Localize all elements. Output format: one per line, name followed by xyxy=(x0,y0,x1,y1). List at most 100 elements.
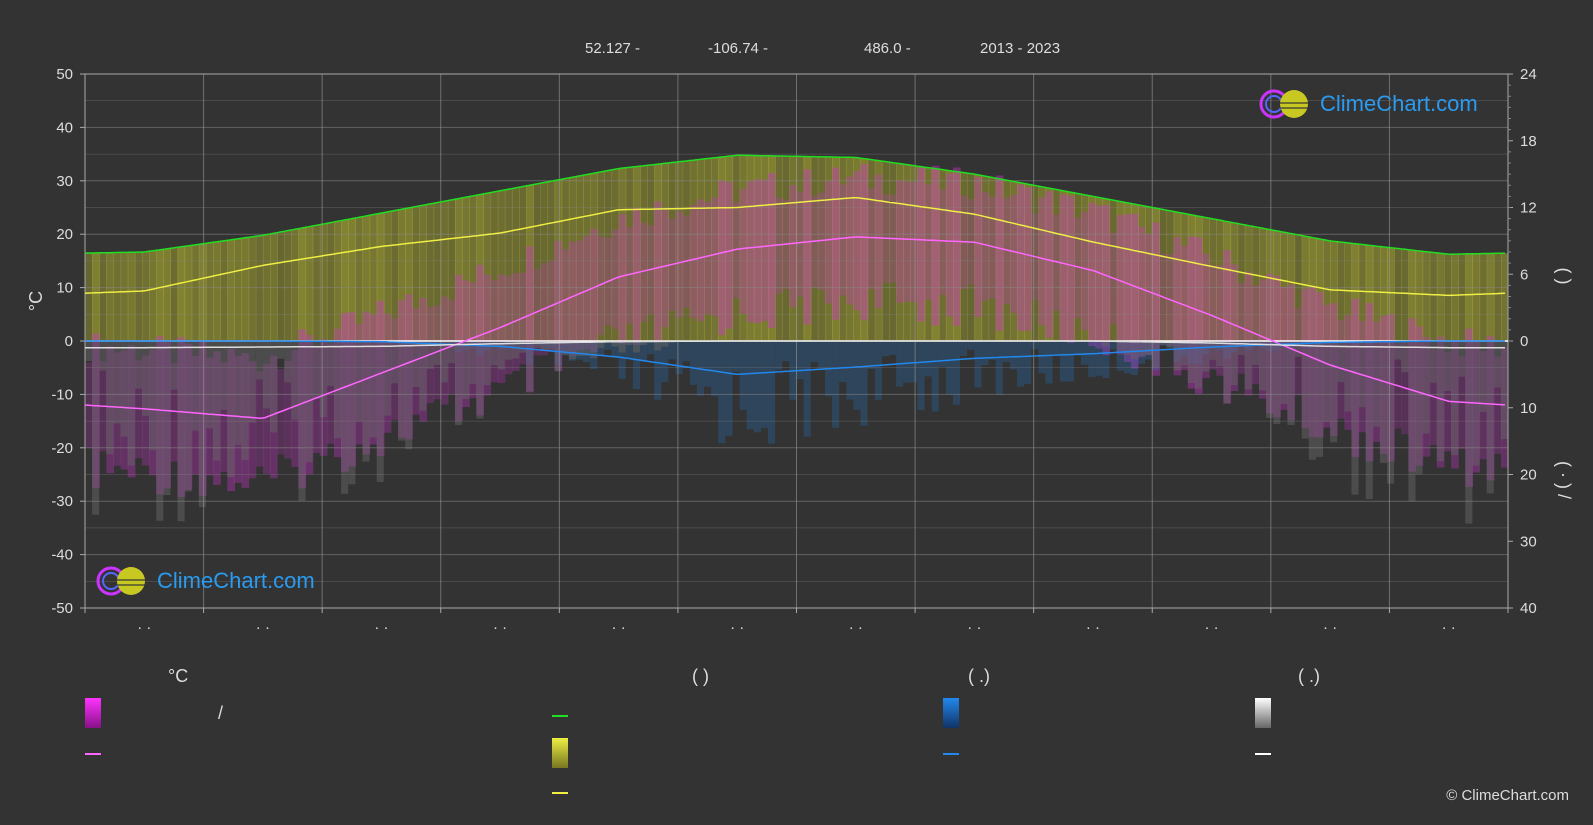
snow-band xyxy=(1294,341,1302,357)
sunshine-band xyxy=(561,178,570,341)
rain-band xyxy=(938,341,946,367)
x-tick-label: · · xyxy=(1086,619,1100,630)
snow-band xyxy=(1237,341,1245,355)
sunshine-band xyxy=(1038,186,1047,341)
snow-band xyxy=(1159,341,1167,345)
rain-band xyxy=(704,341,712,387)
snow-band xyxy=(554,341,562,372)
sunshine-band xyxy=(326,222,335,341)
temperature-band xyxy=(490,280,499,383)
sunshine-band xyxy=(1123,202,1132,341)
temperature-band xyxy=(775,197,783,294)
temperature-band xyxy=(896,180,904,303)
sunshine-band xyxy=(298,228,307,341)
snow-band xyxy=(113,341,121,424)
snow-band xyxy=(1401,341,1409,373)
sunshine-band xyxy=(1251,226,1260,341)
rain-band xyxy=(960,341,968,356)
sunshine-band xyxy=(1486,253,1495,341)
sunshine-band xyxy=(1024,184,1032,341)
snow-band xyxy=(1500,341,1508,439)
sunshine-band xyxy=(248,236,257,341)
snow-band xyxy=(1102,341,1110,347)
snow-band xyxy=(1123,341,1131,355)
y-tick-label-right-sun: 24 xyxy=(1520,66,1537,83)
legend-rain-avg-swatch xyxy=(943,753,959,755)
temperature-band xyxy=(853,171,862,311)
sunshine-band xyxy=(99,252,107,341)
y-tick-label-right-precip: 30 xyxy=(1520,533,1537,550)
climechart-logo-icon xyxy=(96,566,145,596)
snow-band xyxy=(1266,341,1274,418)
rain-band xyxy=(746,341,754,430)
temperature-band xyxy=(1216,265,1224,376)
y-tick-label-right-precip: 10 xyxy=(1520,400,1537,417)
sunshine-band xyxy=(967,173,975,341)
x-tick-label: · · xyxy=(493,619,507,630)
logo-text: ClimeChart.com xyxy=(1320,91,1478,116)
y-tick-label-left: -20 xyxy=(51,440,73,457)
temperature-band xyxy=(1187,236,1196,389)
sunshine-band xyxy=(903,164,911,341)
sunshine-band xyxy=(206,242,214,341)
y-tick-label-right-sun: 0 xyxy=(1520,333,1528,350)
temperature-band xyxy=(789,185,798,308)
rain-band xyxy=(889,341,897,355)
snow-band xyxy=(177,341,185,522)
sunshine-band xyxy=(1152,208,1160,341)
snow-band xyxy=(99,341,107,371)
sunshine-band xyxy=(227,239,235,341)
snow-band xyxy=(640,341,648,345)
snow-band xyxy=(1216,341,1224,367)
snow-band xyxy=(312,341,320,399)
sunshine-band xyxy=(803,156,812,341)
logo-bottom-left[interactable]: ClimeChart.com xyxy=(95,565,315,597)
rain-band xyxy=(647,341,655,355)
sunshine-band xyxy=(889,162,897,341)
series-line-temp_avg xyxy=(85,236,1506,420)
temperature-band xyxy=(832,167,840,320)
snow-band xyxy=(476,341,484,419)
temperature-band xyxy=(1130,213,1139,369)
rain-band xyxy=(604,341,612,350)
sunshine-band xyxy=(362,216,371,341)
temperature-band xyxy=(1223,250,1232,404)
sunshine-band xyxy=(305,226,314,341)
snow-band xyxy=(390,341,398,384)
sunshine-band xyxy=(1344,242,1353,341)
sunshine-band xyxy=(974,174,983,341)
sunshine-band xyxy=(398,209,406,341)
temperature-band xyxy=(632,207,641,345)
rain-band xyxy=(1066,341,1074,382)
logo-top-right[interactable]: ClimeChart.com xyxy=(1258,88,1478,120)
y-axis-label-left: °C xyxy=(26,291,46,311)
rain-band xyxy=(903,341,911,383)
snow-band xyxy=(149,341,157,451)
rain-band xyxy=(611,341,619,358)
rain-band xyxy=(625,341,633,358)
snow-band xyxy=(398,341,406,441)
temperature-band xyxy=(590,228,598,352)
sunshine-band xyxy=(1059,190,1068,341)
sunshine-band xyxy=(376,213,385,341)
y-tick-label-right-sun: 6 xyxy=(1520,266,1528,283)
x-tick-label: · · xyxy=(256,619,270,630)
legend-sunshine-max-swatch xyxy=(552,715,568,717)
sunshine-band xyxy=(170,247,179,341)
sunshine-band xyxy=(1429,252,1438,341)
legend-temp-heading: °C xyxy=(168,666,189,686)
sunshine-band xyxy=(924,167,933,341)
snow-band xyxy=(1365,341,1373,499)
sunshine-band xyxy=(1323,240,1331,341)
sunshine-band xyxy=(426,203,435,341)
temperature-band xyxy=(1244,271,1253,396)
sunshine-band xyxy=(1444,254,1452,341)
sunshine-band xyxy=(760,155,769,341)
snow-band xyxy=(447,341,455,364)
rain-band xyxy=(1024,341,1032,385)
rain-band xyxy=(1002,341,1010,363)
rain-band xyxy=(988,341,996,360)
temperature-band xyxy=(753,179,762,324)
sunshine-band xyxy=(1066,192,1075,341)
rain-band xyxy=(739,341,747,410)
